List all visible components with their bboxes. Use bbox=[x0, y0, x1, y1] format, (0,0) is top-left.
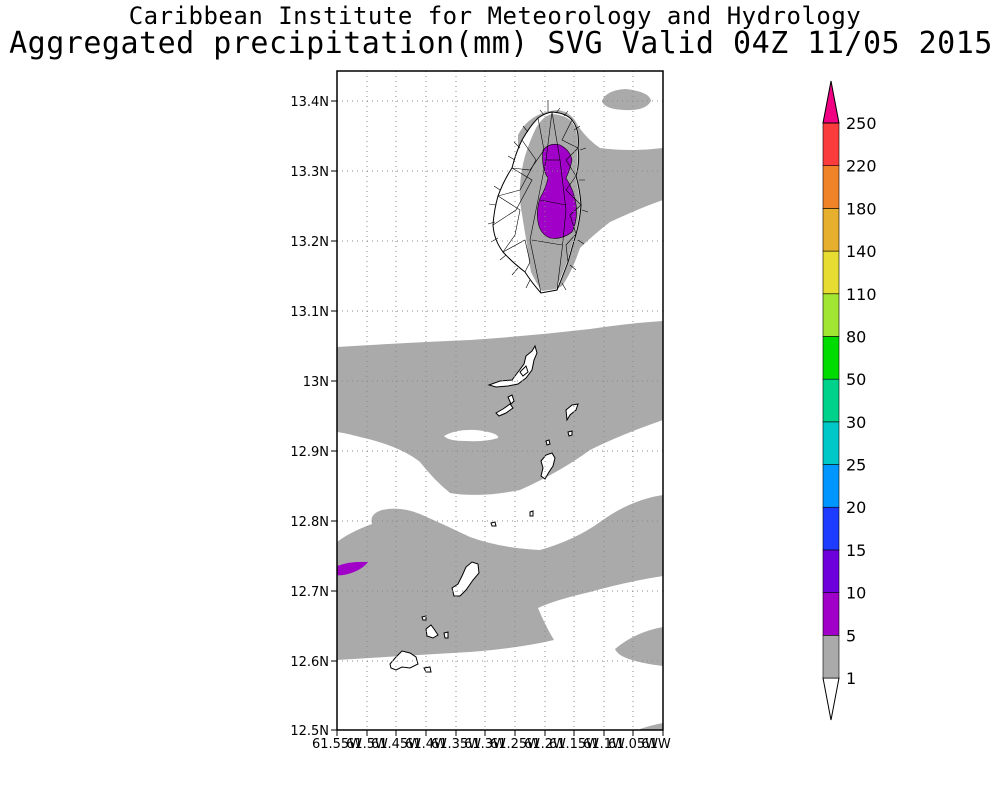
lon-tick-label: 61.2W bbox=[524, 737, 566, 752]
island-fragment bbox=[519, 365, 529, 377]
colorbar-level-label: 25 bbox=[846, 456, 866, 475]
lat-tick-label: 13N bbox=[303, 375, 329, 390]
colorbar-level-label: 10 bbox=[846, 584, 866, 603]
colorbar-segment bbox=[822, 378, 840, 423]
island-grenada-north bbox=[389, 650, 419, 671]
lon-tick-label: 61.1W bbox=[583, 737, 625, 752]
colorbar-segment bbox=[822, 464, 840, 508]
colorbar-level-label: 250 bbox=[846, 114, 877, 133]
precip-area-1to5 bbox=[640, 723, 663, 730]
lat-tick-label: 12.8N bbox=[290, 515, 329, 530]
colorbar-level-label: 1 bbox=[846, 669, 856, 688]
colorbar-segment bbox=[822, 549, 840, 593]
island-fragment bbox=[421, 615, 427, 621]
island-fragment bbox=[545, 439, 551, 446]
colorbar-level-label: 20 bbox=[846, 498, 866, 517]
map-title: Caribbean Institute for Meteorology and … bbox=[128, 2, 862, 30]
island-fragment bbox=[490, 521, 497, 527]
colorbar-level-label: 30 bbox=[846, 413, 866, 432]
colorbar-segment bbox=[822, 250, 840, 295]
lon-tick-label: 61.45W bbox=[371, 737, 421, 752]
island-carriacou bbox=[451, 561, 480, 597]
lat-tick-label: 13.1N bbox=[290, 305, 329, 320]
lon-tick-label: 61.05W bbox=[608, 737, 658, 752]
island-canouan bbox=[495, 403, 514, 417]
no-precip-hole bbox=[444, 429, 499, 442]
islands-grenadines bbox=[389, 344, 579, 673]
lat-axis: 13.4N 13.3N 13.2N 13.1N 13N 12.9N 12.8N … bbox=[290, 95, 337, 739]
colorbar-level-label: 15 bbox=[846, 541, 866, 560]
colorbar-level-label: 180 bbox=[846, 199, 877, 218]
lon-tick-label: 61.35W bbox=[431, 737, 481, 752]
precip-area-1to5 bbox=[615, 627, 663, 666]
island-fragment bbox=[565, 403, 579, 422]
map-subtitle: Aggregated precipitation(mm) SVG Valid 0… bbox=[9, 26, 993, 61]
colorbar-segment bbox=[822, 80, 840, 124]
lat-tick-label: 12.5N bbox=[290, 724, 329, 739]
colorbar-segment bbox=[822, 165, 840, 209]
precip-area-1to5 bbox=[337, 495, 663, 660]
colorbar-segment bbox=[822, 122, 840, 166]
colorbar-segment bbox=[822, 336, 840, 380]
lon-tick-label: 61.3W bbox=[464, 737, 506, 752]
lon-tick-label: 61.5W bbox=[346, 737, 388, 752]
lon-tick-label: 61.15W bbox=[549, 737, 599, 752]
colorbar-segment bbox=[822, 506, 840, 551]
colorbar-segment bbox=[822, 421, 840, 465]
colorbar-level-label: 110 bbox=[846, 285, 877, 304]
colorbar-segment bbox=[822, 293, 840, 337]
colorbar-segment bbox=[822, 208, 840, 252]
colorbar-level-label: 50 bbox=[846, 370, 866, 389]
lon-axis: 61.55W 61.5W 61.45W 61.4W 61.35W 61.3W 6… bbox=[312, 730, 671, 752]
precip-area-1to5 bbox=[337, 321, 663, 495]
lat-tick-label: 13.3N bbox=[290, 165, 329, 180]
island-st-vincent bbox=[487, 100, 589, 294]
lat-tick-label: 12.7N bbox=[290, 585, 329, 600]
colorbar-level-label: 140 bbox=[846, 242, 877, 261]
island-union bbox=[540, 452, 556, 480]
colorbar-segment bbox=[822, 592, 840, 636]
island-fragment bbox=[567, 430, 573, 437]
precip-area-5to10 bbox=[337, 561, 368, 576]
lat-tick-label: 12.6N bbox=[290, 655, 329, 670]
plot-frame bbox=[336, 70, 664, 731]
lon-tick-label: 61.4W bbox=[405, 737, 447, 752]
colorbar-segment bbox=[822, 635, 840, 679]
colorbar-segment bbox=[822, 677, 840, 721]
lon-tick-label: 61.25W bbox=[490, 737, 540, 752]
island-fragment bbox=[529, 510, 534, 517]
lat-tick-label: 12.9N bbox=[290, 445, 329, 460]
lat-tick-label: 13.2N bbox=[290, 235, 329, 250]
lon-tick-label: 61W bbox=[641, 737, 671, 752]
island-fragment bbox=[443, 631, 449, 639]
lon-tick-label: 61.55W bbox=[312, 737, 362, 752]
lat-tick-label: 13.4N bbox=[290, 95, 329, 110]
colorbar-level-label: 220 bbox=[846, 157, 877, 176]
island-fragment bbox=[423, 666, 432, 673]
island-mustique bbox=[507, 394, 515, 405]
colorbar-level-label: 5 bbox=[846, 626, 856, 645]
colorbar-level-label: 80 bbox=[846, 327, 866, 346]
island-fragment bbox=[425, 624, 439, 639]
precip-area-1to5 bbox=[602, 89, 651, 111]
